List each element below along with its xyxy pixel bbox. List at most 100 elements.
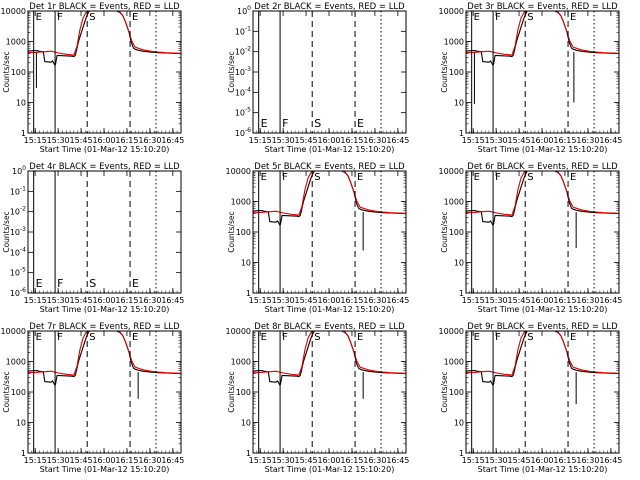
x-tick-label: 15:45: [70, 296, 93, 305]
x-tick-label: 16:00: [530, 456, 553, 465]
marker-label: E: [132, 332, 138, 343]
x-axis-label: Start Time (01-Mar-12 15:10:20): [40, 465, 170, 474]
marker-label: E: [570, 332, 576, 343]
x-axis-label: Start Time (01-Mar-12 15:10:20): [265, 465, 395, 474]
y-axis-label: Counts/sec: [440, 51, 449, 92]
marker-label: E: [357, 332, 363, 343]
x-tick-label: 16:30: [363, 296, 386, 305]
x-tick-label: 16:15: [340, 136, 363, 145]
panel-title: Det 6r BLACK = Events, RED = LLD: [467, 162, 618, 172]
y-tick-label: 10-5: [235, 107, 251, 118]
y-tick-label: 100: [11, 388, 26, 397]
x-tick-label: 15:30: [485, 456, 508, 465]
detector-panel-4: Det 4r BLACK = Events, RED = LLD 10-6 10-5…: [2, 162, 184, 314]
y-tick-label: 10-3: [10, 226, 26, 237]
y-tick-label: 10-6: [10, 287, 26, 298]
lld-series-line: [465, 170, 620, 216]
plot-frame: [465, 10, 620, 134]
y-tick-label: 10: [16, 99, 26, 108]
x-tick-label: 16:00: [92, 136, 115, 145]
x-tick-label: 15:15: [462, 296, 485, 305]
panel-title: Det 9r BLACK = Events, RED = LLD: [467, 322, 618, 332]
x-tick-label: 15:15: [24, 136, 47, 145]
x-tick-label: 16:30: [363, 136, 386, 145]
x-axis-label: Start Time (01-Mar-12 15:10:20): [40, 305, 170, 314]
panel-title: Det 2r BLACK = Events, RED = LLD: [254, 2, 405, 12]
y-axis-label: Counts/sec: [227, 51, 236, 92]
y-tick-label: 10-1: [10, 185, 26, 196]
marker-label: S: [527, 332, 533, 343]
y-tick-label: 10000: [226, 327, 251, 336]
marker-label: E: [474, 12, 480, 23]
plot-frame: [252, 330, 407, 454]
plot-frame: [252, 10, 407, 134]
x-tick-label: 15:45: [295, 456, 318, 465]
marker-label: S: [314, 172, 320, 183]
y-axis-label: Counts/sec: [227, 211, 236, 252]
x-tick-label: 15:30: [485, 296, 508, 305]
marker-label: F: [57, 332, 63, 343]
panel-title: Det 1r BLACK = Events, RED = LLD: [29, 2, 180, 12]
detector-panel-7: Det 7r BLACK = Events, RED = LLD 1 10 100 10…: [1, 322, 185, 474]
marker-label: E: [474, 332, 480, 343]
y-tick-label: 10000: [1, 327, 26, 336]
y-tick-label: 10: [454, 419, 464, 428]
x-tick-label: 15:15: [462, 136, 485, 145]
x-axis-label: Start Time (01-Mar-12 15:10:20): [40, 145, 170, 154]
marker-label: E: [570, 172, 576, 183]
lld-series-line: [252, 330, 407, 376]
marker-label: S: [527, 12, 533, 23]
x-tick-label: 16:45: [599, 136, 622, 145]
x-tick-label: 15:45: [295, 136, 318, 145]
marker-label: S: [89, 277, 96, 290]
events-series-line: [252, 170, 407, 226]
x-tick-label: 16:30: [138, 456, 161, 465]
plot-frame: [27, 10, 182, 134]
y-tick-label: 1000: [444, 198, 464, 207]
detector-panel-9: Det 9r BLACK = Events, RED = LLD 1 10 100 10…: [439, 322, 623, 474]
x-tick-label: 16:15: [553, 296, 576, 305]
y-tick-label: 10-6: [235, 127, 251, 138]
x-tick-label: 16:00: [530, 296, 553, 305]
events-series-line: [465, 330, 620, 386]
x-tick-label: 16:45: [386, 296, 409, 305]
marker-label: F: [282, 117, 288, 130]
marker-label: E: [132, 12, 138, 23]
y-tick-label: 1000: [6, 38, 26, 47]
marker-label: F: [57, 12, 63, 23]
x-tick-label: 16:45: [161, 136, 184, 145]
x-tick-label: 15:30: [47, 456, 70, 465]
y-tick-label: 1: [246, 289, 251, 298]
y-tick-label: 10-2: [10, 206, 26, 217]
x-tick-label: 16:45: [161, 296, 184, 305]
x-axis-label: Start Time (01-Mar-12 15:10:20): [478, 145, 608, 154]
x-tick-label: 16:45: [386, 136, 409, 145]
panel-title: Det 4r BLACK = Events, RED = LLD: [29, 162, 180, 172]
plot-frame: [252, 170, 407, 294]
y-tick-label: 1000: [6, 358, 26, 367]
y-axis-label: Counts/sec: [440, 371, 449, 412]
lld-series-line: [252, 170, 407, 216]
x-tick-label: 15:45: [508, 296, 531, 305]
plot-frame: [27, 330, 182, 454]
detector-panel-1: Det 1r BLACK = Events, RED = LLD 1 10 100 10…: [1, 2, 185, 154]
y-tick-label: 100: [236, 228, 251, 237]
x-tick-label: 15:30: [47, 136, 70, 145]
y-tick-label: 1: [21, 129, 26, 138]
marker-label: E: [357, 172, 363, 183]
x-tick-label: 16:15: [115, 456, 138, 465]
panel-title: Det 7r BLACK = Events, RED = LLD: [29, 322, 180, 332]
x-tick-label: 16:15: [340, 296, 363, 305]
y-tick-label: 100: [449, 388, 464, 397]
marker-label: S: [89, 332, 95, 343]
y-tick-label: 10: [241, 419, 251, 428]
marker-label: E: [261, 117, 268, 130]
marker-label: E: [474, 172, 480, 183]
x-tick-label: 15:15: [24, 456, 47, 465]
x-tick-label: 15:30: [485, 136, 508, 145]
y-tick-label: 1: [246, 449, 251, 458]
marker-label: F: [495, 172, 501, 183]
marker-label: F: [57, 277, 63, 290]
detector-panel-8: Det 8r BLACK = Events, RED = LLD 1 10 100 10…: [226, 322, 410, 474]
y-tick-label: 10-2: [235, 46, 251, 57]
